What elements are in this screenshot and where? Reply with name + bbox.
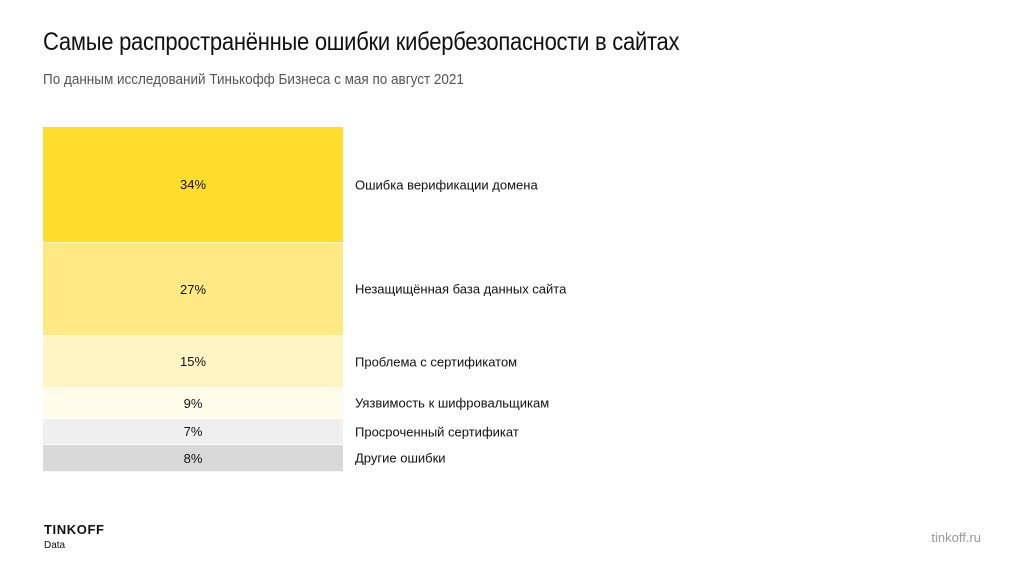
segment-unprotected-database: 27% Незащищённая база данных сайта — [43, 243, 566, 336]
segment-certificate-problem: 15% Проблема с сертификатом — [43, 336, 517, 388]
segment-expired-certificate: 7% Просроченный сертификат — [43, 419, 519, 445]
stacked-bar: 34% Ошибка верификации домена 27% Незащи… — [43, 127, 566, 472]
segment-other-errors: 8% Другие ошибки — [43, 445, 446, 472]
chart-subtitle: По данным исследований Тинькофф Бизнеса … — [43, 71, 464, 88]
segment-label: Другие ошибки — [355, 450, 446, 466]
segment-value: 27% — [179, 281, 207, 297]
segment-ransomware-vulnerability: 9% Уязвимость к шифровальщикам — [43, 388, 549, 419]
logo-subtitle: Data — [44, 540, 66, 551]
segment-label: Незащищённая база данных сайта — [355, 281, 567, 297]
segment-label: Ошибка верификации домена — [355, 177, 538, 192]
segment-label: Просроченный сертификат — [355, 424, 519, 439]
segment-label: Уязвимость к шифровальщикам — [355, 395, 550, 411]
segment-domain-verification: 34% Ошибка верификации домена — [43, 127, 538, 243]
segment-label: Проблема с сертификатом — [355, 354, 518, 369]
segment-value: 34% — [179, 177, 207, 192]
segment-value: 9% — [183, 395, 203, 411]
segment-value: 7% — [183, 424, 203, 439]
segment-value: 15% — [179, 354, 207, 369]
tinkoff-logo: TINKOFF — [44, 522, 105, 537]
chart-title: Самые распространённые ошибки кибербезоп… — [43, 28, 680, 56]
site-url: tinkoff.ru — [931, 530, 981, 545]
segment-value: 8% — [183, 450, 203, 466]
